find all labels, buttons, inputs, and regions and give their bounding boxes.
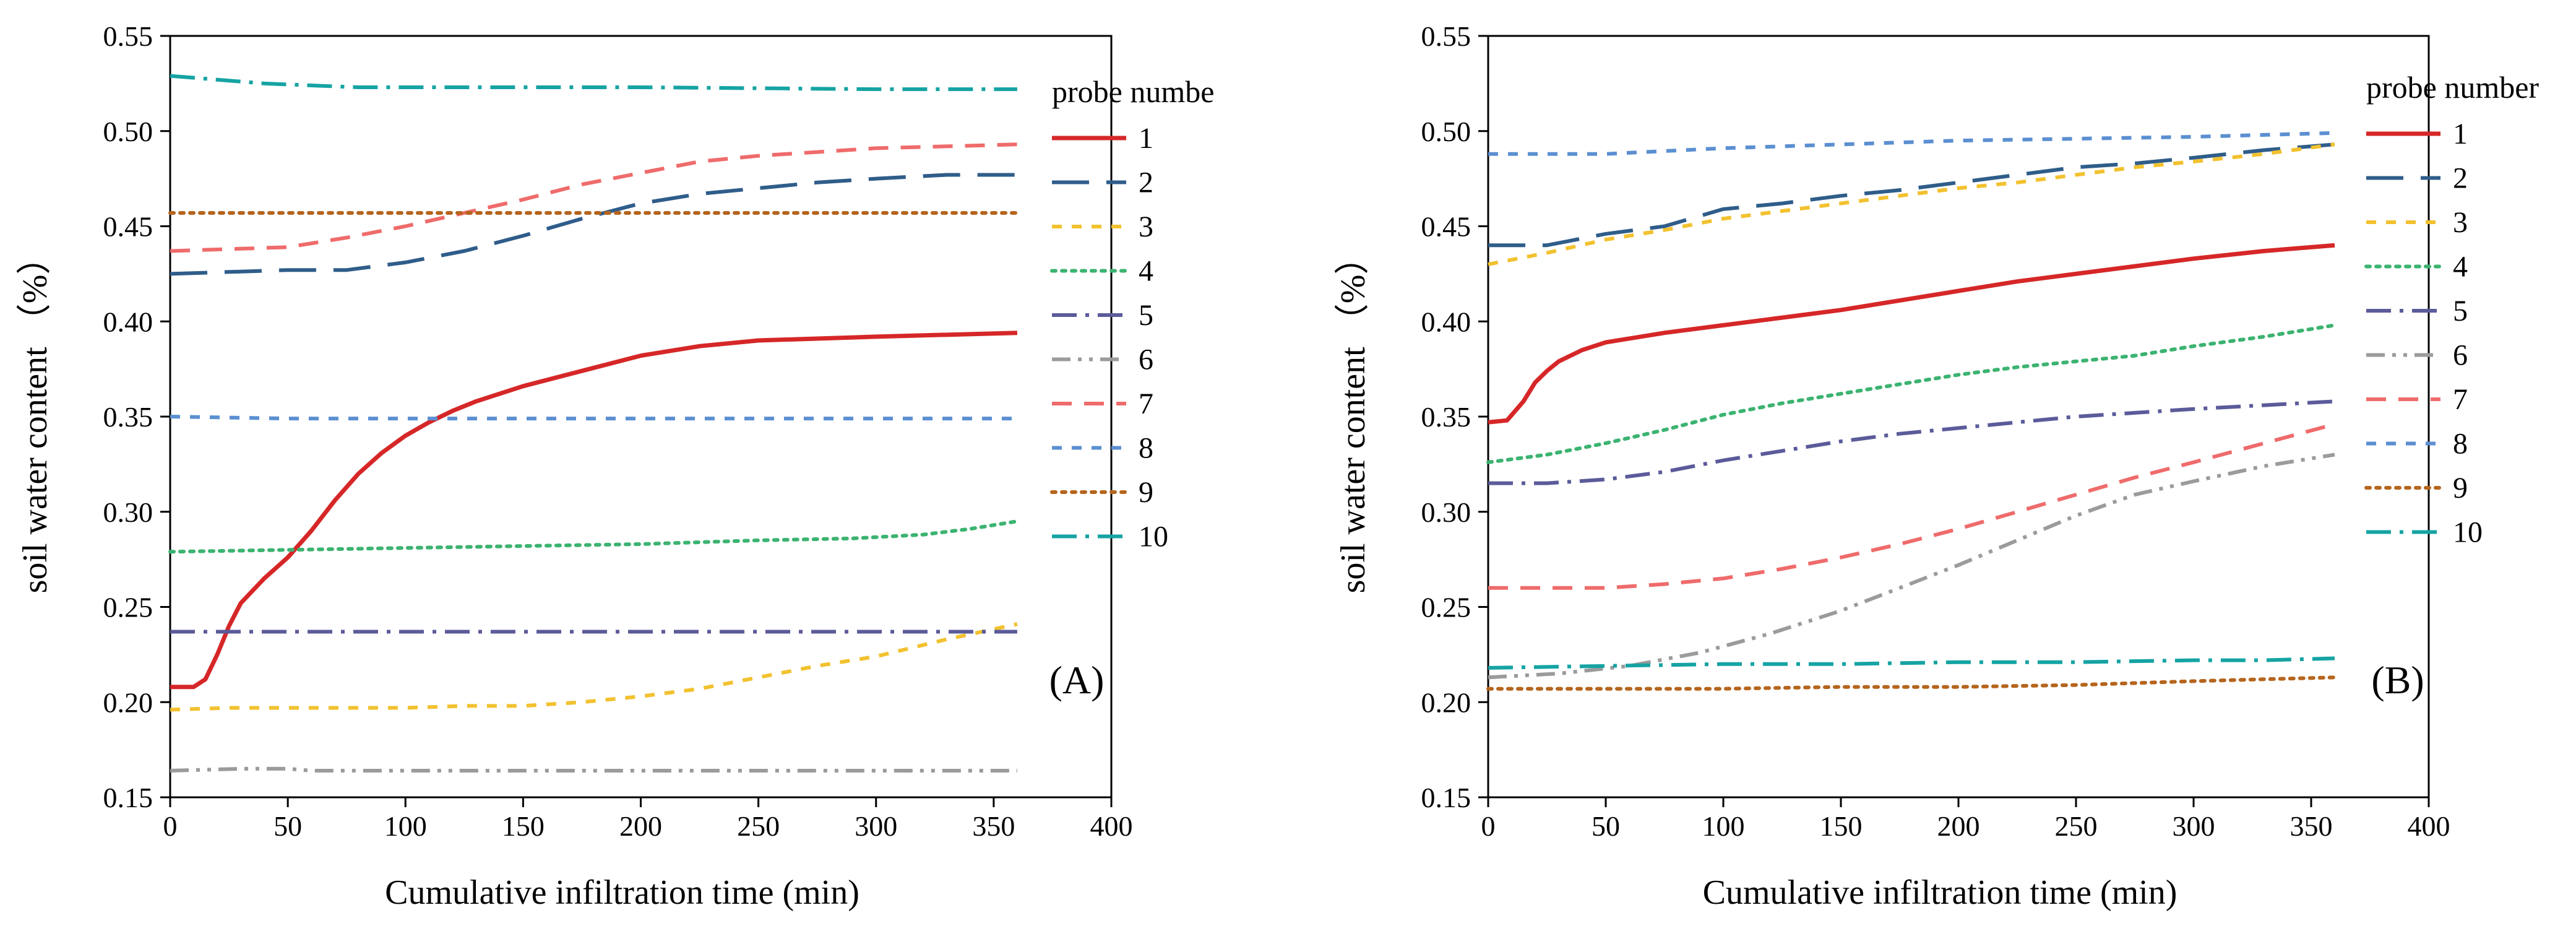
x-axis-label: Cumulative infiltration time (min) <box>385 873 859 912</box>
y-tick-label: 0.40 <box>1421 306 1471 337</box>
series-line-probe-6 <box>1488 453 2335 680</box>
y-tick-label: 0.15 <box>103 782 153 813</box>
legend-label: 4 <box>1139 255 1153 288</box>
legend-label: 2 <box>2453 162 2468 195</box>
x-tick-label: 200 <box>1937 810 1980 842</box>
legend-label: 3 <box>1139 210 1153 243</box>
legend: probe numbe 1 2 3 4 5 6 7 8 9 10 <box>1050 74 1214 553</box>
legend-label: 5 <box>2453 295 2468 327</box>
series-line-probe-1 <box>170 331 1017 690</box>
y-tick-label: 0.45 <box>103 211 153 243</box>
y-tick-label: 0.55 <box>1421 20 1471 52</box>
legend-label: 9 <box>2453 472 2468 504</box>
series-line-probe-9 <box>1486 675 2337 691</box>
series-line-probe-3 <box>1488 142 2335 266</box>
y-tick-label: 0.35 <box>103 401 153 433</box>
x-tick-label: 200 <box>619 810 662 842</box>
legend-label: 8 <box>2453 428 2468 461</box>
y-tick-label: 0.45 <box>1421 211 1471 243</box>
legend-label: 2 <box>1139 167 1153 199</box>
y-tick-label: 0.40 <box>103 306 153 337</box>
x-tick-label: 350 <box>972 810 1015 842</box>
legend-label: 10 <box>1139 521 1168 553</box>
y-tick-label: 0.35 <box>1421 401 1471 433</box>
x-tick-label: 0 <box>1481 810 1496 842</box>
y-tick-label: 0.30 <box>1421 496 1471 528</box>
series-line-probe-8 <box>170 415 1017 421</box>
series-line-probe-10 <box>1488 656 2335 670</box>
legend-label: 3 <box>2453 206 2468 239</box>
plot-frame <box>1487 35 2430 799</box>
legend-label: 6 <box>1139 344 1153 376</box>
y-axis-label: soil water content （%） <box>16 240 54 594</box>
x-tick-label: 50 <box>274 810 302 842</box>
legend-label: 1 <box>2453 118 2468 150</box>
series-line-probe-4 <box>1486 323 2337 464</box>
x-tick-label: 50 <box>1592 810 1620 842</box>
x-tick-label: 350 <box>2290 810 2333 842</box>
series-line-probe-8 <box>1488 131 2335 156</box>
y-axis-label: soil water content （%） <box>1334 240 1372 594</box>
series-line-probe-2 <box>170 173 1017 276</box>
legend-label: 8 <box>1139 432 1153 465</box>
series-line-probe-7 <box>170 142 1017 253</box>
x-tick-label: 400 <box>1090 810 1133 842</box>
legend-label: 10 <box>2453 516 2483 549</box>
legend-label: 5 <box>1139 299 1153 332</box>
y-tick-label: 0.25 <box>1421 592 1471 623</box>
legend-title: probe numbe <box>1052 74 1214 109</box>
series-line-probe-2 <box>1488 142 2335 248</box>
x-tick-label: 0 <box>163 810 178 842</box>
series-line-probe-1 <box>1488 243 2335 425</box>
legend: probe number 1 2 3 4 5 6 7 8 9 10 <box>2364 70 2539 549</box>
y-tick-label: 0.20 <box>1421 686 1471 718</box>
series-line-probe-6 <box>170 766 1017 773</box>
legend-label: 4 <box>2453 251 2468 284</box>
y-tick-label: 0.30 <box>103 496 153 528</box>
legend-label: 7 <box>2453 383 2468 416</box>
x-tick-label: 250 <box>2055 810 2098 842</box>
legend-label: 6 <box>2453 339 2468 372</box>
x-tick-label: 150 <box>502 810 545 842</box>
legend-label: 7 <box>1139 388 1153 420</box>
plot-frame <box>169 35 1113 799</box>
x-tick-label: 300 <box>2173 810 2215 842</box>
series-line-probe-3 <box>170 622 1018 712</box>
x-axis-label: Cumulative infiltration time (min) <box>1703 873 2178 912</box>
x-tick-label: 300 <box>855 810 897 842</box>
y-tick-label: 0.25 <box>103 592 153 623</box>
series-line-probe-5 <box>1488 399 2335 485</box>
legend-label: 1 <box>1139 122 1153 155</box>
y-tick-label: 0.15 <box>1421 782 1471 813</box>
x-tick-label: 100 <box>384 810 427 842</box>
y-tick-label: 0.50 <box>103 116 153 147</box>
chart-panel-b: 0 50 100 150 200 250 300 350 400 0.15 0.20 0.25 0.30… <box>1334 20 2539 912</box>
y-tick-label: 0.50 <box>1421 116 1471 147</box>
x-tick-label: 400 <box>2408 810 2450 842</box>
x-tick-label: 250 <box>737 810 780 842</box>
legend-title: probe number <box>2366 70 2539 105</box>
panel-label: (A) <box>1049 658 1105 702</box>
x-tick-label: 100 <box>1702 810 1745 842</box>
legend-label: 9 <box>1139 476 1153 509</box>
chart-panel-a: 0 50 100 150 200 250 300 350 400 0.15 0.20 0.25 0.30… <box>16 20 1214 912</box>
series-line-probe-7 <box>1488 422 2335 590</box>
series-line-probe-10 <box>170 74 1017 92</box>
panel-label: (B) <box>2371 658 2424 702</box>
y-tick-label: 0.55 <box>103 20 153 52</box>
series-line-probe-4 <box>168 519 1019 554</box>
y-tick-label: 0.20 <box>103 686 153 718</box>
x-tick-label: 150 <box>1820 810 1863 842</box>
